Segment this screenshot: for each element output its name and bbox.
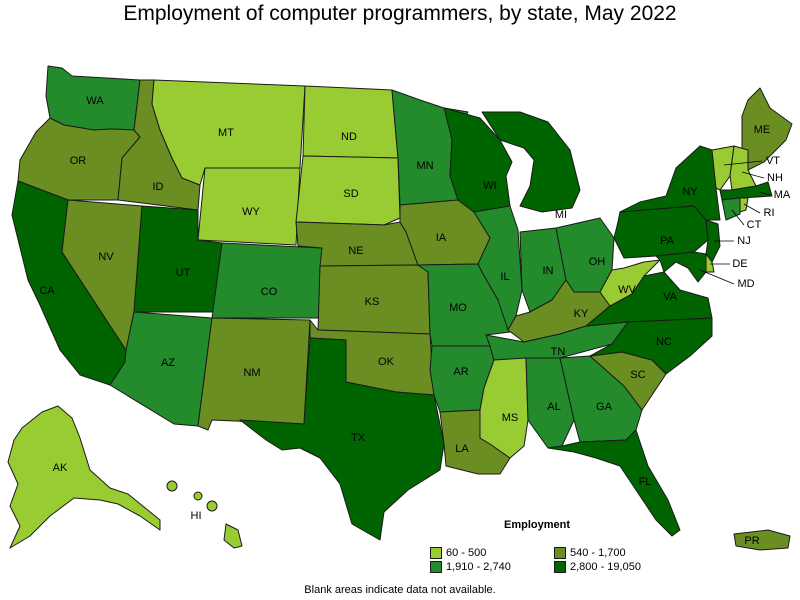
state-co <box>211 242 323 319</box>
state-label-mt: MT <box>218 127 234 139</box>
state-label-fl: FL <box>639 476 652 488</box>
state-mt <box>151 79 306 186</box>
map-title: Employment of computer programmers, by s… <box>123 2 677 25</box>
state-label-ri: RI <box>764 207 775 219</box>
footnote: Blank areas indicate data not available. <box>304 584 496 596</box>
state-label-la: LA <box>455 443 469 455</box>
legend-swatch <box>430 547 442 559</box>
leader-line-md <box>699 269 735 285</box>
state-fl <box>547 429 681 537</box>
state-mi <box>481 111 581 213</box>
state-label-ms: MS <box>502 412 519 424</box>
hawaii-island <box>206 500 218 512</box>
state-label-tx: TX <box>351 432 366 444</box>
state-label-ak: AK <box>53 462 68 474</box>
state-label-ne: NE <box>348 245 363 257</box>
state-label-va: VA <box>663 291 678 303</box>
state-ak <box>7 405 161 549</box>
leader-line-vt <box>723 160 763 166</box>
state-label-ct: CT <box>747 219 762 231</box>
legend-item-class-1: 60 - 500 <box>430 547 486 559</box>
hawaii-island <box>166 480 178 492</box>
state-label-sd: SD <box>343 188 358 200</box>
leader-line-ma <box>759 191 771 196</box>
state-label-ky: KY <box>574 308 589 320</box>
state-label-pa: PA <box>660 235 675 247</box>
state-md <box>655 251 707 283</box>
state-label-nd: ND <box>341 131 357 143</box>
leader-line-ri <box>743 203 761 214</box>
state-label-ca: CA <box>39 285 55 297</box>
state-label-wi: WI <box>483 180 496 192</box>
state-label-ia: IA <box>436 232 447 244</box>
legend-item-class-3: 1,910 - 2,740 <box>430 561 511 573</box>
hawaii-island <box>193 491 203 501</box>
legend-item-class-4: 2,800 - 19,050 <box>554 561 641 573</box>
state-me <box>741 87 793 171</box>
leader-line-ct <box>731 209 745 226</box>
state-hi <box>223 523 243 549</box>
state-label-al: AL <box>547 401 560 413</box>
state-label-id: ID <box>153 181 164 193</box>
state-label-ok: OK <box>378 356 395 368</box>
state-label-vt: VT <box>766 155 780 167</box>
state-label-md: MD <box>737 278 754 290</box>
state-pa <box>613 205 709 259</box>
state-label-sc: SC <box>630 369 645 381</box>
state-pr <box>733 529 791 551</box>
state-label-ar: AR <box>453 366 468 378</box>
legend-swatch <box>554 547 566 559</box>
state-label-ma: MA <box>774 189 791 201</box>
state-label-nm: NM <box>243 367 260 379</box>
state-ri <box>739 197 749 213</box>
state-label-wv: WV <box>618 284 636 296</box>
state-label-ny: NY <box>682 186 698 198</box>
leader-line-nh <box>741 171 765 179</box>
state-sd <box>295 155 401 226</box>
state-label-de: DE <box>732 258 747 270</box>
state-label-oh: OH <box>589 256 606 268</box>
state-label-or: OR <box>70 155 87 167</box>
state-label-ut: UT <box>176 267 191 279</box>
state-tx <box>239 337 445 541</box>
state-label-nj: NJ <box>737 235 750 247</box>
state-label-co: CO <box>261 286 278 298</box>
state-label-mn: MN <box>416 160 433 172</box>
state-label-me: ME <box>754 124 771 136</box>
state-label-nv: NV <box>98 251 114 263</box>
state-label-wa: WA <box>86 95 104 107</box>
state-label-ks: KS <box>365 296 380 308</box>
legend-swatch <box>430 561 442 573</box>
state-label-hi: HI <box>191 510 202 522</box>
state-wy <box>197 167 301 246</box>
state-label-in: IN <box>543 265 554 277</box>
state-label-tn: TN <box>551 346 566 358</box>
state-label-nh: NH <box>767 172 783 184</box>
state-label-nc: NC <box>656 336 672 348</box>
state-label-pr: PR <box>744 535 759 547</box>
state-label-mo: MO <box>449 302 467 314</box>
legend-item-class-2: 540 - 1,700 <box>554 547 626 559</box>
state-nd <box>302 85 399 159</box>
state-label-il: IL <box>500 271 509 283</box>
state-label-wy: WY <box>242 206 260 218</box>
state-label-ga: GA <box>596 401 613 413</box>
state-label-mi: MI <box>555 209 567 221</box>
legend-swatch <box>554 561 566 573</box>
state-label-az: AZ <box>161 357 175 369</box>
state-vt <box>711 145 735 191</box>
legend-title: Employment <box>504 519 571 531</box>
